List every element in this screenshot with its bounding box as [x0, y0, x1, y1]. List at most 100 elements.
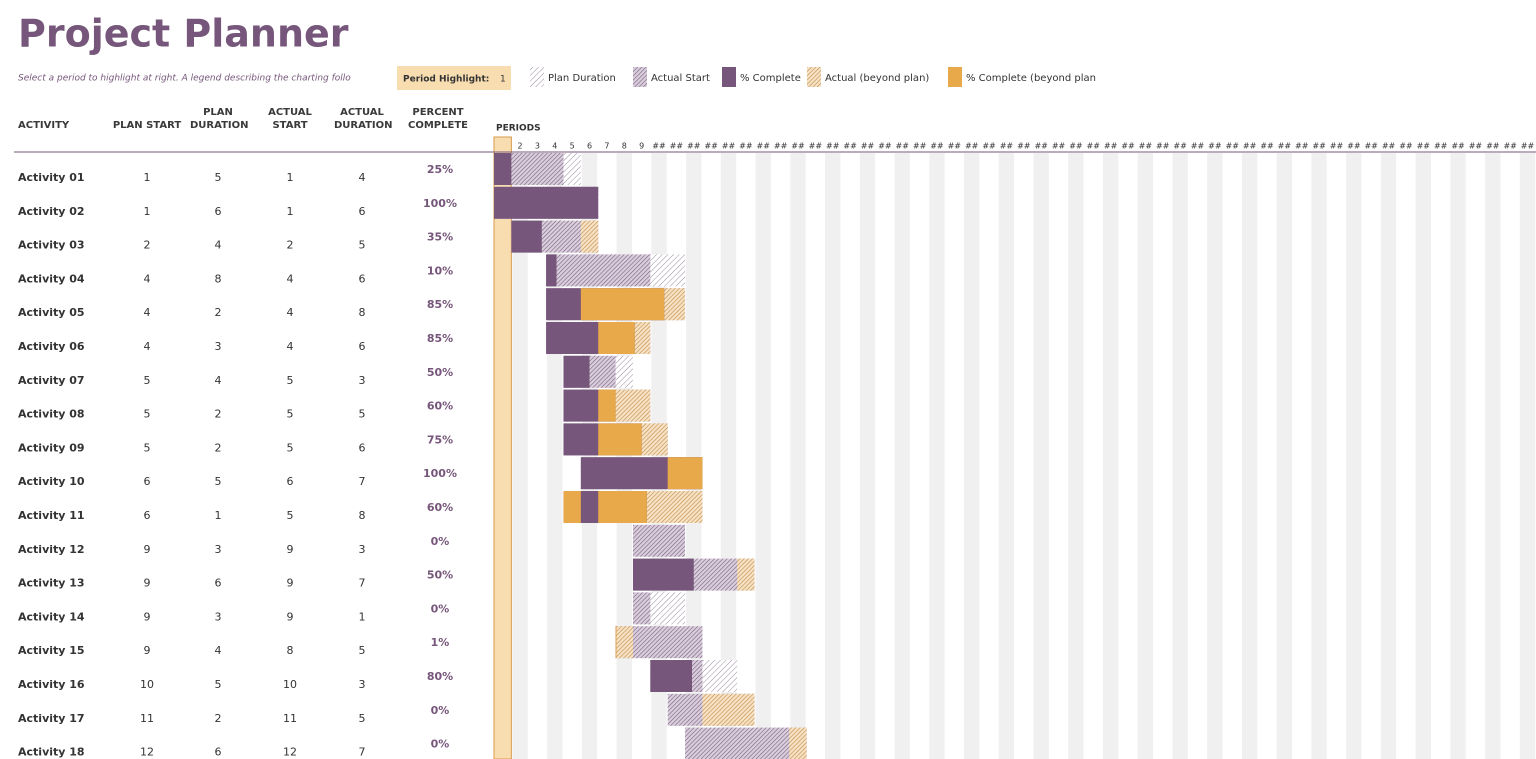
percent-complete-bar	[494, 153, 512, 185]
period-stripe	[894, 153, 910, 759]
cell-number: 4	[215, 644, 222, 657]
period-label: ##	[1503, 142, 1517, 151]
cell-number: 4	[215, 239, 222, 252]
cell-number: 2	[215, 441, 222, 454]
column-header: ACTIVITY	[18, 120, 70, 131]
period-stripe	[616, 153, 632, 759]
cell-number: 2	[144, 239, 151, 252]
percent-complete-bar	[546, 254, 557, 287]
period-highlight-box[interactable]	[397, 66, 511, 90]
period-label: ##	[809, 142, 823, 151]
activity-name: Activity 15	[18, 644, 85, 657]
percent-complete: 25%	[427, 163, 453, 176]
period-stripe	[1068, 153, 1084, 759]
period-stripe	[1485, 153, 1501, 759]
complete-beyond-plan	[667, 457, 703, 490]
activity-name: Activity 02	[18, 205, 85, 218]
cell-number: 8	[287, 644, 294, 657]
activity-name: Activity 18	[18, 746, 85, 759]
percent-complete-bar	[563, 355, 590, 388]
period-label: ##	[1191, 142, 1205, 151]
period-stripe	[1276, 153, 1293, 759]
period-label: ##	[1330, 142, 1344, 151]
percent-complete: 0%	[431, 704, 450, 717]
cell-number: 5	[215, 678, 222, 691]
period-stripe	[1241, 153, 1258, 759]
period-label: ##	[1017, 142, 1031, 151]
legend-swatch	[530, 67, 544, 87]
period-label: ##	[1173, 142, 1187, 151]
percent-complete: 50%	[427, 366, 453, 379]
period-label: ##	[757, 142, 771, 151]
cell-number: 5	[215, 171, 222, 184]
period-label: 5	[570, 142, 575, 151]
activity-name: Activity 08	[18, 408, 85, 421]
period-label: ##	[1486, 142, 1500, 151]
period-stripe	[1450, 153, 1466, 759]
cell-number: 3	[359, 374, 366, 387]
cell-number: 4	[144, 340, 151, 353]
cell-number: 5	[287, 509, 294, 522]
cell-number: 4	[215, 374, 222, 387]
cell-number: 8	[215, 272, 222, 285]
period-label: ##	[861, 142, 875, 151]
period-stripe	[755, 153, 771, 759]
period-label: ##	[1243, 142, 1257, 151]
period-label: ##	[1364, 142, 1378, 151]
percent-complete: 10%	[427, 264, 453, 277]
period-stripe	[512, 153, 528, 759]
activity-name: Activity 07	[18, 374, 85, 387]
subtitle: Select a period to highlight at right. A…	[18, 74, 351, 84]
actual-beyond-plan	[737, 558, 755, 591]
period-stripe	[1380, 153, 1397, 759]
cell-number: 2	[287, 239, 294, 252]
cell-number: 7	[359, 475, 366, 488]
period-label: ##	[670, 142, 684, 151]
cell-number: 12	[283, 746, 297, 759]
percent-complete: 85%	[427, 332, 453, 345]
period-stripe	[963, 153, 980, 759]
period-label: 9	[639, 142, 644, 151]
percent-complete: 80%	[427, 670, 453, 683]
period-label: 6	[587, 142, 592, 151]
period-stripe	[1519, 153, 1536, 759]
cell-number: 1	[144, 205, 151, 218]
period-label: ##	[1226, 142, 1240, 151]
period-label: ##	[1000, 142, 1014, 151]
cell-number: 9	[144, 543, 151, 556]
period-label: ##	[1034, 142, 1048, 151]
column-header: PLAN START	[112, 120, 182, 131]
period-stripe	[1207, 153, 1223, 759]
column-header: PERCENT COMPLETE	[408, 107, 468, 131]
activity-name: Activity 06	[18, 340, 85, 353]
cell-number: 2	[215, 712, 222, 725]
cell-number: 9	[144, 644, 151, 657]
cell-number: 12	[140, 746, 154, 759]
cell-number: 10	[140, 678, 154, 691]
actual-bar	[546, 254, 651, 287]
complete-beyond-plan	[598, 423, 642, 456]
cell-number: 7	[359, 746, 366, 759]
period-label: ##	[687, 142, 701, 151]
period-highlight-value[interactable]: 1	[500, 75, 506, 85]
period-label: ##	[1104, 142, 1118, 151]
cell-number: 1	[359, 610, 366, 623]
complete-beyond-plan	[615, 626, 617, 659]
period-label: ##	[1295, 142, 1309, 151]
cell-number: 3	[359, 543, 366, 556]
percent-complete: 50%	[427, 569, 453, 582]
cell-number: 5	[359, 644, 366, 657]
activity-name: Activity 01	[18, 171, 85, 184]
cell-number: 3	[359, 678, 366, 691]
column-header: ACTUAL DURATION	[334, 107, 393, 131]
period-stripe	[1346, 153, 1362, 759]
period-label: ##	[652, 142, 666, 151]
period-label: ##	[948, 142, 962, 151]
period-label: ##	[1139, 142, 1153, 151]
legend-swatch	[722, 67, 736, 87]
actual-beyond-plan	[615, 626, 633, 659]
cell-number: 1	[144, 171, 151, 184]
period-label: ##	[1121, 142, 1135, 151]
